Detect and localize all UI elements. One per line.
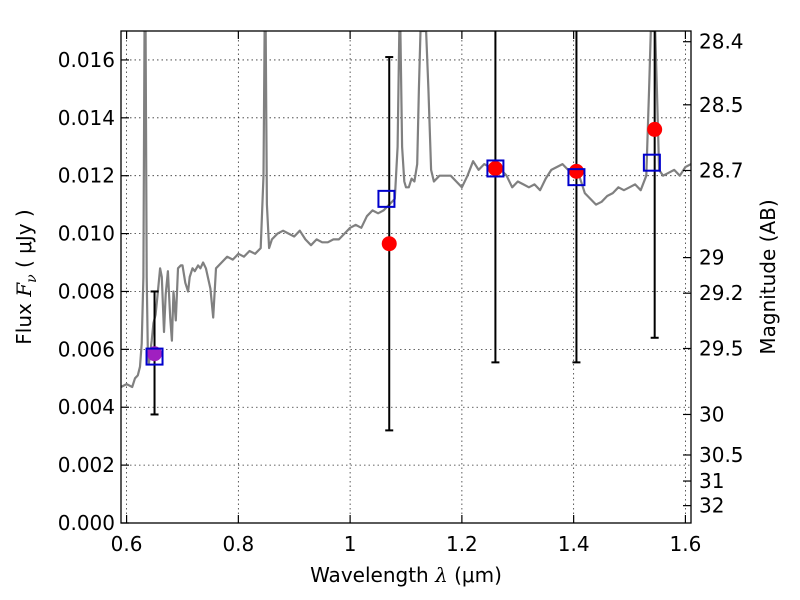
data-point-circle (487, 160, 503, 176)
magnitude-tick-label: 32 (699, 494, 724, 518)
model-point-square (145, 347, 164, 366)
y-tick-label: 0.000 (58, 511, 115, 535)
axis-ticks (121, 31, 691, 524)
y-tick-label: 0.014 (58, 106, 115, 130)
x-tick-label: 1.4 (558, 532, 590, 556)
data-point-circle (647, 121, 663, 137)
x-axis-title-unit: (μm) (448, 563, 502, 587)
data-point-circle (147, 346, 163, 362)
data-point-circle (568, 163, 584, 179)
data-markers (145, 121, 663, 366)
model-point-square (567, 168, 586, 187)
magnitude-tick-label: 28.5 (699, 93, 744, 117)
y-tick-label: 0.008 (58, 279, 115, 303)
y-tick-label: 0.002 (58, 453, 115, 477)
y-axis-title-prefix: Flux (12, 297, 36, 345)
x-tick-label: 1.2 (446, 532, 478, 556)
y-axis-title-symbol: F (12, 282, 36, 298)
magnitude-tick-label: 30 (699, 402, 724, 426)
x-axis-title-symbol: λ (434, 563, 448, 587)
plot-frame (120, 30, 692, 524)
data-point-circle (381, 236, 397, 252)
error-bars (150, 31, 659, 432)
x-tick-label: 0.8 (222, 532, 254, 556)
magnitude-tick-label: 28.7 (699, 158, 744, 182)
y-tick-labels: 0.000 0.002 0.004 0.006 0.008 0.010 0.012 0.014… (58, 48, 115, 535)
model-point-square (486, 159, 505, 178)
x-tick-labels: 0.6 0.8 1 1.2 1.4 1.6 (111, 532, 702, 556)
y-tick-label: 0.016 (58, 48, 115, 72)
y-tick-label: 0.006 (58, 337, 115, 361)
y-axis-title-subscript: ν (24, 274, 40, 283)
x-tick-label: 1 (344, 532, 357, 556)
y-tick-label: 0.004 (58, 395, 115, 419)
magnitude-tick-label: 29.5 (699, 336, 744, 360)
magnitude-tick-label: 30.5 (699, 443, 744, 467)
model-point-square (642, 153, 661, 172)
x-axis-title: Wavelength λ (μm) (310, 563, 502, 587)
magnitude-tick-label: 28.4 (699, 30, 744, 54)
x-tick-label: 1.6 (670, 532, 702, 556)
magnitude-tick-label: 29.2 (699, 281, 744, 305)
y-tick-label: 0.012 (58, 164, 115, 188)
y-axis-title: Flux Fν ( μJy ) (12, 209, 40, 344)
magnitude-axis-title: Magnitude (AB) (756, 199, 780, 354)
x-axis-title-prefix: Wavelength (310, 563, 435, 587)
y-tick-label: 0.010 (58, 222, 115, 246)
magnitude-tick-label: 29 (699, 246, 724, 270)
y-axis-title-unit: ( μJy ) (12, 209, 36, 274)
x-tick-label: 0.6 (111, 532, 143, 556)
model-point-square (377, 189, 396, 208)
magnitude-tick-label: 31 (699, 469, 724, 493)
